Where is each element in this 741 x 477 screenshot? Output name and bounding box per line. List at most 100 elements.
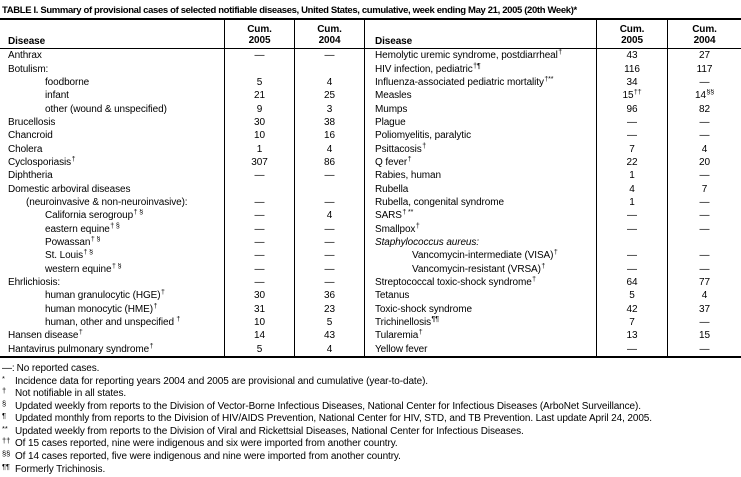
value-cell: 9 (225, 102, 295, 116)
value-cell: — (597, 222, 668, 236)
disease-cell: Powassan † § (0, 235, 225, 250)
disease-cell: Rubella, congenital syndrome (365, 195, 597, 210)
table-row: western equine † § — — Vancomycin-resistant … (0, 262, 741, 276)
disease-name: Influenza-associated pediatric mortality (375, 76, 544, 88)
value-text: 25 (324, 90, 335, 102)
disease-name: Toxic-shock syndrome (375, 303, 472, 315)
disease-cell: Chancroid (0, 129, 225, 143)
value-text: 4 (326, 210, 333, 222)
value-text: 5 (256, 343, 263, 355)
footnote: § Updated weekly from reports to the Divi… (2, 398, 741, 414)
table-row: Hansen disease † 14 43 Tularemia † 13 15 (0, 329, 741, 343)
value-text: 43 (626, 50, 638, 62)
value-text: — (254, 196, 265, 208)
value-text: — (254, 210, 265, 222)
disease-cell: Cyclosporiasis † (0, 155, 225, 170)
disease-name: infant (45, 90, 69, 102)
disease-name: Brucellosis (8, 116, 56, 128)
value-text: — (254, 263, 265, 275)
value-text: — (699, 196, 710, 208)
disease-cell: California serogroup † § (0, 209, 225, 223)
column-header-cum-2004-right: Cum. 2004 (668, 20, 741, 48)
column-header-label: 2005 (621, 34, 643, 46)
value-cell: 43 (295, 329, 365, 343)
disease-name: Poliomyelitis, paralytic (375, 130, 471, 142)
value-text: — (324, 236, 335, 248)
value-text: — (699, 263, 710, 275)
value-text: — (699, 116, 710, 128)
column-header-label: Cum. (317, 23, 342, 35)
value-cell: — (295, 49, 365, 63)
footnote-marker-sup: †† (633, 89, 642, 97)
value-cell: 77 (668, 276, 741, 289)
value-text: — (324, 170, 335, 182)
footnote-marker-sup: † (174, 316, 181, 324)
footnote: ¶¶ Formerly Trichinosis. (2, 461, 741, 477)
value-cell: 5 (597, 289, 668, 303)
value-text: — (254, 277, 265, 289)
value-text: — (254, 250, 265, 262)
column-header-cum-2004-left: Cum. 2004 (295, 20, 365, 48)
value-text: — (699, 343, 710, 355)
disease-name: Plague (375, 116, 406, 128)
value-cell: — (295, 249, 365, 263)
footnote: §§ Of 14 cases reported, five were indige… (2, 449, 741, 464)
value-text: — (627, 223, 637, 235)
value-cell: 5 (295, 315, 365, 330)
footnote: —: No reported cases. (2, 363, 741, 376)
value-cell: 38 (295, 115, 365, 130)
footnote: * Incidence data for reporting years 2004… (2, 374, 741, 389)
disease-name: Staphylococcus aureus: (375, 236, 479, 248)
value-cell: 86 (295, 155, 365, 170)
disease-cell: Trichinellosis ¶¶ (365, 315, 597, 330)
value-text: — (324, 277, 335, 289)
column-header-label: 2004 (318, 34, 341, 46)
value-cell: 23 (295, 302, 365, 316)
footnote-marker-sup: † ** (402, 209, 414, 217)
value-text: — (699, 130, 710, 142)
disease-cell: Rabies, human (365, 169, 597, 183)
table-row: human granulocytic (HGE) † 30 36 Tetanus 5 4 (0, 289, 741, 303)
value-text: 5 (256, 76, 263, 88)
footnote-marker-sup: † § (90, 235, 101, 243)
value-text: 4 (326, 76, 333, 88)
disease-cell: western equine † § (0, 262, 225, 276)
footnote-marker: § (2, 398, 7, 408)
value-cell: — (225, 235, 295, 250)
footnote-marker-sup: † (78, 329, 83, 337)
footnote-text: Of 14 cases reported, five were indigeno… (15, 451, 401, 463)
value-text: 4 (326, 343, 333, 355)
table-body: Anthrax — — Hemolytic uremic syndrome, post… (0, 49, 741, 356)
value-cell: 5 (225, 342, 295, 356)
footnote-marker: ¶¶ (2, 461, 10, 471)
value-text: — (699, 223, 710, 235)
value-text: 117 (696, 63, 713, 75)
table-header-row: Disease Cum. 2005 Cum. 2004 Disease Cum.… (0, 20, 741, 49)
footnote-text: Updated weekly from reports to the Divis… (15, 400, 641, 412)
footnote: ** Updated weekly from reports to the Div… (2, 424, 741, 439)
disease-cell: Hansen disease † (0, 329, 225, 343)
value-text: — (627, 116, 637, 128)
value-cell: — (668, 116, 741, 129)
value-text: — (699, 250, 710, 262)
value-cell: 22 (597, 155, 668, 170)
disease-name: Domestic arboviral diseases (8, 183, 131, 195)
value-cell: 20 (668, 156, 741, 169)
value-text: 43 (324, 330, 335, 342)
disease-name: Vancomycin-resistant (VRSA) (412, 263, 541, 275)
footnote-marker-sup: † (553, 249, 558, 257)
table-row: infant 21 25 Measles 15 †† 14 §§ (0, 89, 741, 103)
disease-name: western equine (45, 263, 112, 275)
footnote-marker: †† (2, 436, 11, 446)
disease-cell: Botulism: (0, 62, 225, 76)
footnote-text: Of 15 cases reported, nine were indigeno… (15, 438, 398, 450)
disease-cell: Tetanus (365, 289, 597, 303)
value-cell: — (597, 262, 668, 276)
value-text: — (699, 76, 710, 88)
value-cell: 4 (295, 209, 365, 223)
value-cell: 5 (225, 75, 295, 90)
value-text: 4 (701, 290, 708, 302)
value-text: — (627, 263, 637, 275)
disease-cell: St. Louis † § (0, 249, 225, 263)
value-cell: — (668, 76, 741, 89)
